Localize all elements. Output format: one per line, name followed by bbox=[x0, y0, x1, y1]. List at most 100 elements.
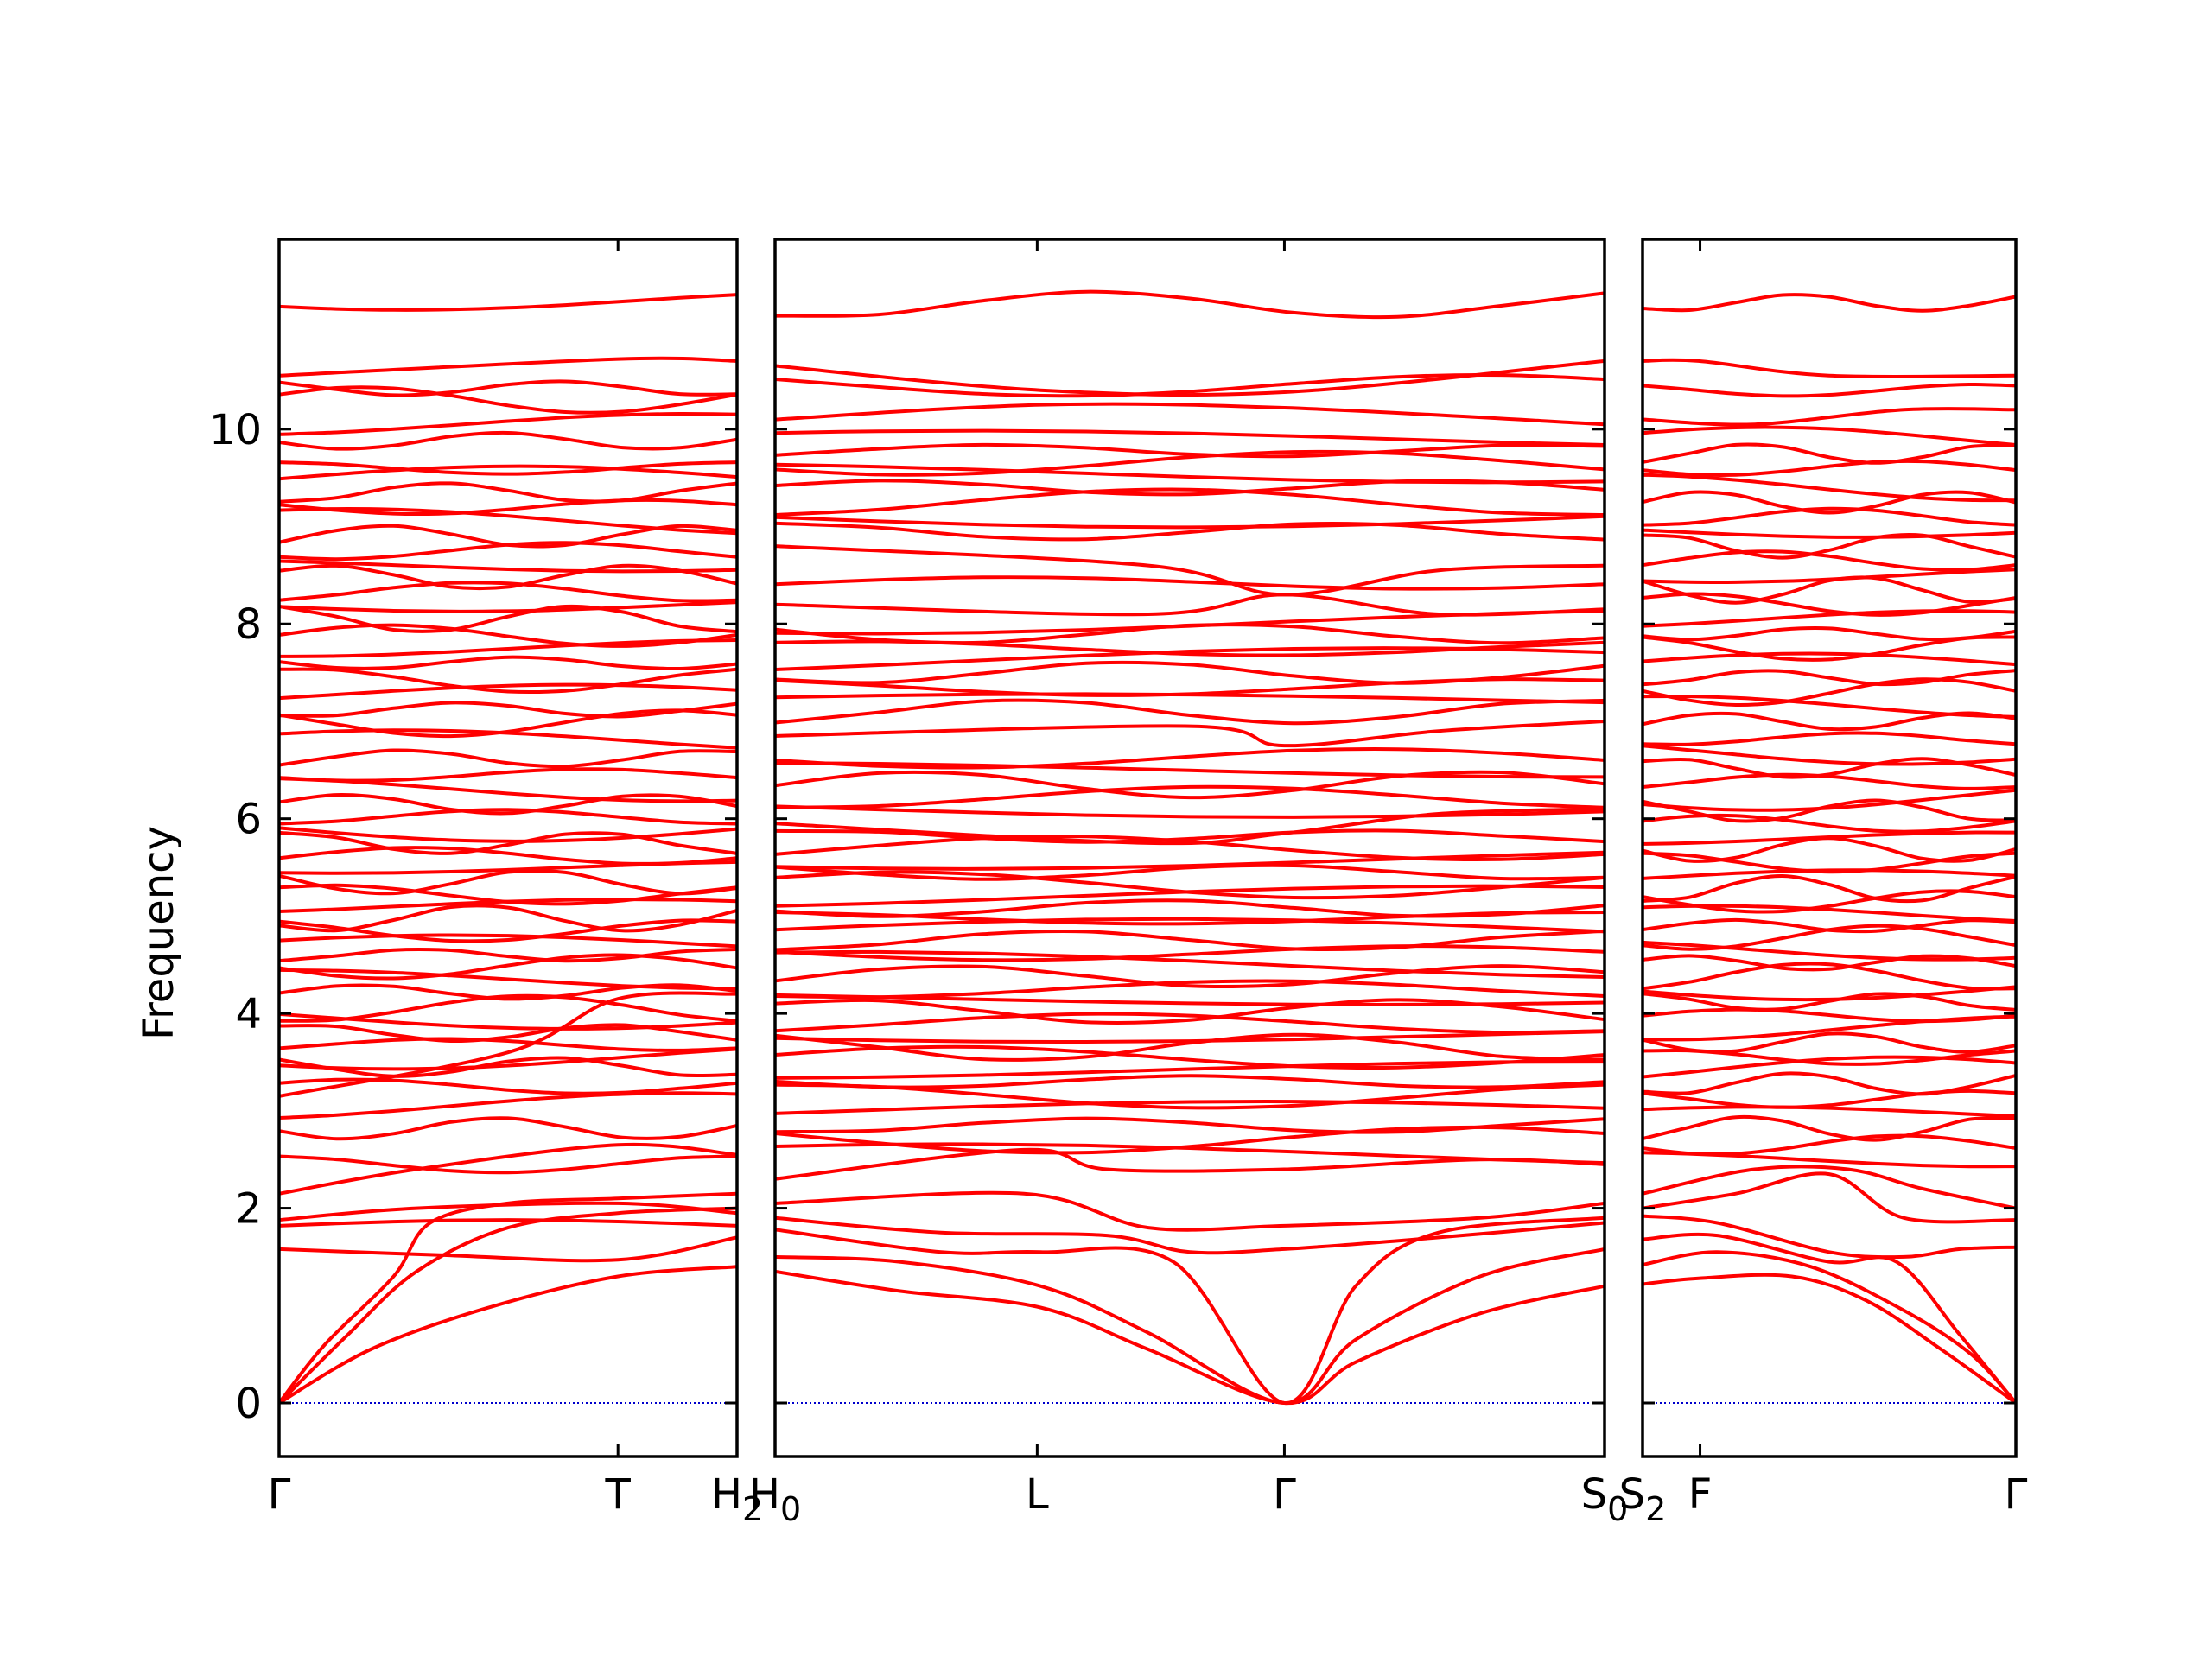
band-line bbox=[775, 449, 1605, 477]
band-line bbox=[279, 1191, 737, 1405]
band-line bbox=[279, 826, 737, 843]
band-line bbox=[279, 1218, 737, 1228]
band-line bbox=[1643, 1105, 2016, 1118]
band-line bbox=[279, 293, 737, 312]
band-line bbox=[279, 379, 737, 397]
band-line bbox=[775, 828, 1605, 844]
band-line bbox=[1643, 873, 2016, 904]
band-line bbox=[1643, 407, 2016, 427]
band-line bbox=[279, 793, 737, 816]
band-line bbox=[775, 544, 1605, 597]
x-tick-label: H0 bbox=[749, 1470, 801, 1528]
band-line bbox=[1643, 293, 2016, 313]
band-line bbox=[775, 402, 1605, 427]
band-line bbox=[1643, 1232, 2016, 1405]
band-line bbox=[1643, 358, 2016, 379]
band-line bbox=[279, 563, 737, 591]
band-line bbox=[775, 1060, 1605, 1080]
band-line bbox=[279, 708, 737, 739]
band-line bbox=[279, 991, 737, 1098]
band-line bbox=[279, 460, 737, 476]
band-line bbox=[1643, 382, 2016, 398]
band-line bbox=[775, 870, 1605, 900]
band-line bbox=[775, 979, 1605, 1000]
x-tick-label: Γ bbox=[2005, 1470, 2028, 1519]
band-line bbox=[279, 701, 737, 719]
panel-frame bbox=[1641, 238, 2018, 1458]
band-line bbox=[1643, 677, 2016, 708]
band-line bbox=[279, 507, 737, 536]
x-tick-label: L bbox=[1026, 1470, 1049, 1519]
band-line bbox=[279, 904, 737, 933]
band-line bbox=[1643, 459, 2016, 477]
x-tick-label: H2 bbox=[711, 1470, 763, 1528]
x-tick-label: Γ bbox=[1273, 1470, 1296, 1519]
band-line bbox=[775, 720, 1605, 748]
x-tick-label: T bbox=[605, 1470, 632, 1519]
band-line bbox=[279, 1056, 737, 1078]
band-line bbox=[279, 1154, 737, 1175]
band-line bbox=[1643, 1214, 2016, 1260]
band-line bbox=[279, 581, 737, 603]
band-line bbox=[1643, 772, 2016, 790]
band-line bbox=[279, 1091, 737, 1120]
band-line bbox=[279, 748, 737, 769]
band-line bbox=[1643, 830, 2016, 846]
x-tick-label: Γ bbox=[268, 1470, 291, 1519]
band-line bbox=[279, 993, 737, 1023]
band-line bbox=[279, 1201, 737, 1222]
band-line bbox=[279, 385, 737, 415]
band-line bbox=[279, 1265, 737, 1405]
band-line bbox=[1643, 506, 2016, 527]
band-line bbox=[775, 944, 1605, 962]
band-line bbox=[279, 1206, 737, 1405]
band-line bbox=[1643, 442, 2016, 465]
band-line bbox=[775, 1032, 1605, 1062]
band-line bbox=[775, 1269, 1605, 1406]
band-line bbox=[279, 1037, 737, 1052]
band-line bbox=[1643, 473, 2016, 503]
band-line bbox=[775, 898, 1605, 918]
band-line bbox=[279, 638, 737, 658]
y-tick-label: 4 bbox=[235, 990, 262, 1038]
band-line bbox=[279, 767, 737, 783]
y-tick-label: 6 bbox=[235, 796, 262, 844]
band-line bbox=[1643, 592, 2016, 617]
band-line bbox=[775, 770, 1605, 800]
band-line bbox=[775, 487, 1605, 517]
band-line bbox=[279, 464, 737, 481]
band-line bbox=[1643, 788, 2016, 812]
band-line bbox=[279, 968, 737, 991]
band-line bbox=[775, 1044, 1605, 1070]
band-line bbox=[279, 933, 737, 949]
panel-frame bbox=[277, 238, 739, 1458]
band-line bbox=[775, 1030, 1605, 1044]
band-line bbox=[279, 430, 737, 451]
band-line bbox=[279, 1077, 737, 1095]
band-line bbox=[1643, 940, 2016, 962]
band-line bbox=[1643, 626, 2016, 642]
band-line bbox=[1643, 954, 2016, 972]
band-line bbox=[279, 830, 737, 855]
band-line bbox=[1643, 1114, 2016, 1142]
band-line bbox=[775, 1147, 1605, 1181]
panel-3 bbox=[1643, 293, 2016, 1405]
band-line bbox=[1643, 1071, 2016, 1096]
band-line bbox=[775, 964, 1605, 989]
band-line bbox=[775, 949, 1605, 979]
band-line bbox=[775, 761, 1605, 779]
band-line bbox=[1643, 694, 2016, 719]
band-line bbox=[775, 289, 1605, 320]
band-line bbox=[775, 698, 1605, 726]
band-line bbox=[279, 604, 737, 634]
x-tick-label: S0 bbox=[1581, 1470, 1629, 1528]
band-line bbox=[775, 804, 1605, 819]
band-line bbox=[1643, 669, 2016, 687]
band-line bbox=[775, 929, 1605, 952]
band-line bbox=[1643, 962, 2016, 991]
band-line bbox=[1643, 568, 2016, 585]
band-line bbox=[279, 655, 737, 671]
band-line bbox=[1643, 1171, 2016, 1224]
band-line bbox=[1643, 1250, 2016, 1405]
band-line bbox=[279, 682, 737, 701]
